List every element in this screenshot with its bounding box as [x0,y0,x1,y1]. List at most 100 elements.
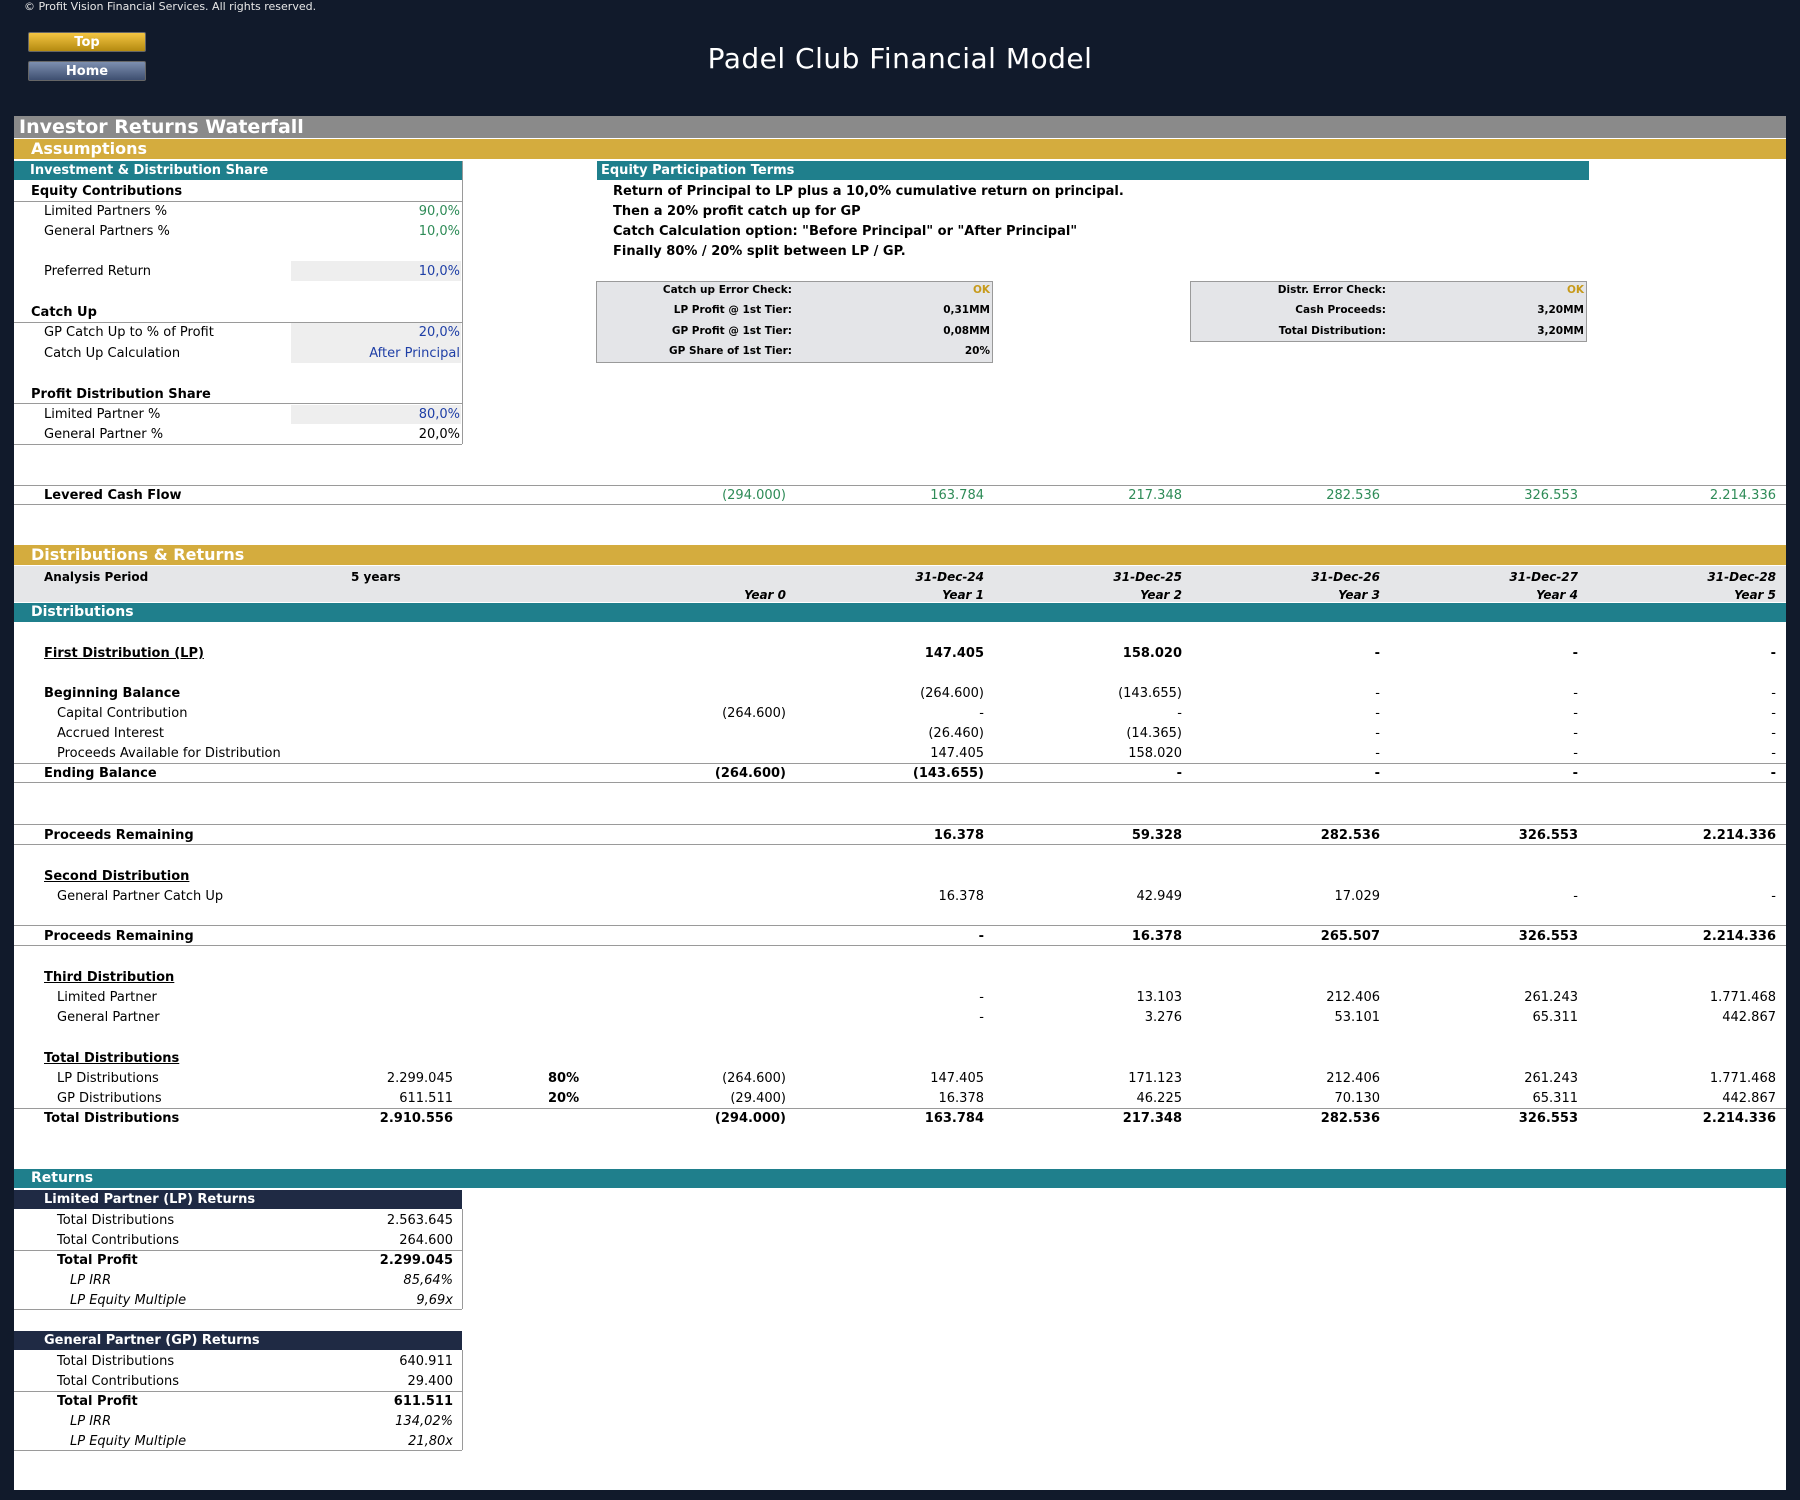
period-header-band [14,566,1786,602]
levered-value: 217.348 [1128,488,1182,503]
check-label: Total Distribution: [1278,325,1386,337]
cell: 171.123 [1128,1071,1182,1086]
lp-return-value: 2.563.645 [386,1213,453,1228]
pref-return-input[interactable]: 10,0% [418,264,460,279]
first-distribution-label: First Distribution (LP) [44,646,204,661]
cell: 212.406 [1326,1071,1380,1086]
cell: - [1375,706,1380,721]
check-value: 0,08MM [943,325,990,337]
cell: 282.536 [1320,1111,1380,1126]
levered-cash-flow-label: Levered Cash Flow [44,488,182,503]
terms-line: Finally 80% / 20% split between LP / GP. [613,244,906,259]
lp-return-value: 85,64% [403,1273,453,1288]
divider [14,201,462,202]
cell: - [1176,766,1182,781]
total-distributions-heading: Total Distributions [44,1051,180,1066]
lp-return-label: Total Distributions [57,1213,175,1228]
top-button[interactable]: Top [28,32,146,52]
section-title-assumptions: Assumptions [14,139,1786,159]
proceeds-remaining-label: Proceeds Remaining [44,828,194,843]
panel-header-investment: Investment & Distribution Share [14,161,462,180]
cell: - [1374,766,1380,781]
gp-catch-input[interactable]: 20,0% [418,325,460,340]
gp-third-label: General Partner [57,1010,160,1025]
gp-returns-header: General Partner (GP) Returns [14,1331,462,1350]
cell: 147.405 [924,646,984,661]
cell: 70.130 [1334,1091,1381,1106]
cell: - [1771,746,1776,761]
cell: - [1375,746,1380,761]
lp-third-label: Limited Partner [57,990,157,1005]
cell: (14.365) [1126,726,1182,741]
panel-border [462,1209,463,1309]
cell: 261.243 [1524,1071,1578,1086]
cell: 16.378 [938,889,985,904]
terms-line: Then a 20% profit catch up for GP [613,204,861,219]
catch-calc-label: Catch Up Calculation [44,346,181,361]
gp-share-value: 20,0% [418,427,460,442]
gp-return-label: LP Equity Multiple [70,1434,187,1449]
analysis-period-value: 5 years [351,570,401,584]
lp-pct-value[interactable]: 90,0% [418,204,460,219]
accrued-interest-label: Accrued Interest [57,726,165,741]
panel-border [462,1350,463,1450]
section-title-returns: Returns [14,1169,1786,1188]
period-year: Year 1 [942,588,984,602]
cell: - [1573,686,1578,701]
cell: 326.553 [1518,929,1578,944]
check-value: OK [972,284,990,296]
gp-return-label: Total Profit [57,1394,138,1409]
cell: 147.405 [930,1071,984,1086]
profit-share-heading: Profit Distribution Share [31,387,211,402]
cell: 16.378 [938,1091,985,1106]
gp-distributions-label: GP Distributions [57,1091,162,1106]
proceeds-available-label: Proceeds Available for Distribution [57,746,281,761]
catch-calc-select[interactable]: After Principal [369,346,460,361]
ending-balance-label: Ending Balance [44,766,157,781]
cell: (29.400) [730,1091,786,1106]
panel-border [462,161,463,444]
cell: - [979,706,984,721]
cell: 42.949 [1136,889,1183,904]
levered-value: 282.536 [1326,488,1380,503]
cell: - [1573,726,1578,741]
cell: 16.378 [1131,929,1182,944]
gp-return-label: Total Distributions [57,1354,175,1369]
cell: 53.101 [1334,1010,1381,1025]
check-label: GP Profit @ 1st Tier: [671,325,792,337]
period-date: 31-Dec-24 [915,570,984,584]
cell: 261.243 [1524,990,1578,1005]
period-year: Year 5 [1734,588,1776,602]
beginning-balance-label: Beginning Balance [44,686,181,701]
cell: 282.536 [1320,828,1380,843]
third-distribution-label: Third Distribution [44,970,175,985]
check-label: Distr. Error Check: [1277,284,1386,296]
terms-line: Catch Calculation option: "Before Princi… [613,224,1078,239]
cell: - [1770,646,1776,661]
check-label: LP Profit @ 1st Tier: [673,304,792,316]
home-button[interactable]: Home [28,61,146,81]
check-label: Cash Proceeds: [1295,304,1386,316]
gp-pct-value[interactable]: 10,0% [418,224,460,239]
levered-value: 326.553 [1524,488,1578,503]
divider [14,824,1786,825]
gp-return-value: 21,80x [408,1434,453,1449]
cell: (143.655) [1118,686,1182,701]
lp-pct-label: Limited Partners % [44,204,168,219]
cell: (26.460) [928,726,984,741]
levered-value: (294.000) [722,488,786,503]
period-date: 31-Dec-26 [1311,570,1380,584]
period-date: 31-Dec-28 [1707,570,1776,584]
lp-return-value: 9,69x [416,1293,453,1308]
cell: 1.771.468 [1709,990,1776,1005]
distribution-check-box [1190,281,1587,342]
cell: 2.910.556 [379,1111,453,1126]
divider [14,782,1786,783]
cell: 2.214.336 [1702,1111,1776,1126]
cell: - [1375,726,1380,741]
lp-return-value: 264.600 [399,1233,453,1248]
gp-return-label: Total Contributions [57,1374,179,1389]
divider [14,1309,462,1310]
period-date: 31-Dec-25 [1113,570,1182,584]
lp-share-input[interactable]: 80,0% [418,407,460,422]
